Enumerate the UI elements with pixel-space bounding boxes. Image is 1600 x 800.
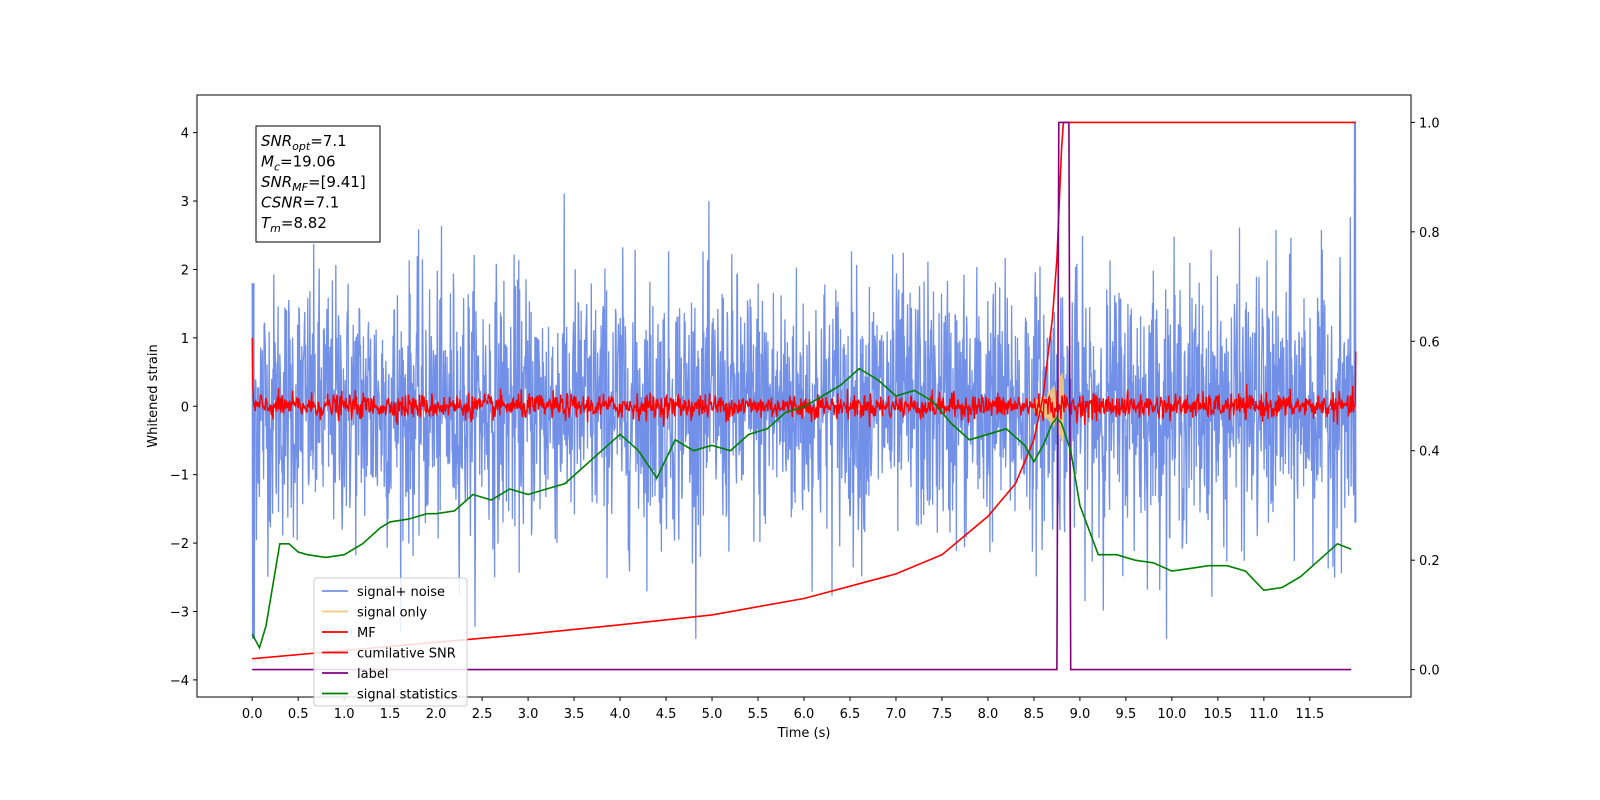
x-axis-ticks: 0.0 0.5 1.0 1.5 2.0 2.5 3.0 3.5 4.0 4.5 5.0 5.5 6.0 6… [242, 697, 1324, 722]
annotation-value: =7.1 [303, 194, 339, 212]
annotation-subscript: m [270, 222, 281, 235]
annotation-value: =8.82 [281, 214, 327, 232]
annotation-symbol: T [261, 214, 272, 232]
legend-frame [313, 577, 468, 707]
y-axis-label: Whitened strain [146, 344, 161, 447]
series-signal-statistics [251, 367, 1352, 650]
x-tick-label: 5.0 [702, 707, 723, 722]
x-axis-label: Time (s) [777, 726, 831, 741]
x-tick-label: 8.5 [1024, 707, 1045, 722]
legend-entry-label: signal only [357, 606, 427, 621]
annotation-symbol: M [261, 153, 274, 171]
x-tick-label: 6.5 [840, 707, 861, 722]
annotation-line: CSNR=7.1 [261, 194, 339, 212]
annotation-symbol: SNR [261, 173, 292, 191]
annotation-box: SNRopt=7.1Mc=19.06SNRMF=[9.41]CSNR=7.1Tm… [255, 125, 381, 243]
y-left-tick-label: 1 [181, 332, 189, 347]
annotation-line: SNRMF=[9.41] [261, 173, 366, 194]
legend-entry-label: label [357, 667, 388, 682]
series-signal-noise [251, 122, 1357, 639]
annotation-subscript: MF [292, 181, 308, 194]
legend: signal+ noise signal only MF cumilative SNR… [313, 577, 468, 707]
y-right-tick-label: 0.0 [1419, 664, 1440, 679]
y-left-tick-label: 0 [181, 400, 189, 415]
legend-entry-label: cumilative SNR [357, 647, 456, 662]
x-tick-label: 0.5 [288, 707, 309, 722]
series-layer [251, 121, 1357, 671]
x-tick-label: 4.5 [656, 707, 677, 722]
x-tick-label: 11.0 [1249, 707, 1278, 722]
y-axis-right-ticks: 0.0 0.2 0.4 0.6 0.8 1.0 [1411, 116, 1440, 679]
x-tick-label: 0.0 [242, 707, 263, 722]
annotation-line: SNRopt=7.1 [261, 132, 347, 153]
y-left-tick-label: 3 [181, 195, 189, 210]
x-tick-label: 8.0 [978, 707, 999, 722]
x-tick-label: 4.0 [610, 707, 631, 722]
y-left-tick-label: 2 [181, 263, 189, 278]
x-tick-label: 2.0 [426, 707, 447, 722]
x-tick-label: 1.0 [334, 707, 355, 722]
y-right-tick-label: 0.2 [1419, 554, 1440, 569]
annotation-value: =7.1 [310, 132, 346, 150]
y-right-tick-label: 1.0 [1419, 116, 1440, 131]
series-mf [251, 337, 1357, 428]
legend-entry-label: signal statistics [357, 688, 458, 703]
annotation-symbol: CSNR [261, 194, 303, 212]
x-tick-label: 10.0 [1157, 707, 1186, 722]
x-tick-label: 11.5 [1295, 707, 1324, 722]
y-axis-left-ticks: −4 −3 −2 −1 0 1 2 3 4 [170, 127, 197, 689]
annotation-line: Mc=19.06 [261, 153, 336, 174]
annotation-value: =[9.41] [308, 173, 366, 191]
annotation-symbol: SNR [261, 132, 292, 150]
x-tick-label: 7.5 [932, 707, 953, 722]
y-left-tick-label: −1 [170, 469, 189, 484]
y-left-tick-label: −3 [170, 605, 189, 620]
y-right-tick-label: 0.4 [1419, 445, 1440, 460]
x-tick-label: 2.5 [472, 707, 493, 722]
annotation-line: Tm=8.82 [261, 214, 327, 235]
y-left-tick-label: −2 [170, 537, 189, 552]
y-right-tick-label: 0.6 [1419, 335, 1440, 350]
y-right-tick-label: 0.8 [1419, 226, 1440, 241]
x-tick-label: 10.5 [1203, 707, 1232, 722]
x-tick-label: 9.0 [1070, 707, 1091, 722]
series-label [252, 121, 1352, 671]
y-left-tick-label: 4 [181, 127, 189, 142]
y-left-tick-label: −4 [170, 674, 189, 689]
annotation-frame [255, 125, 381, 243]
legend-entry-label: MF [357, 626, 376, 641]
x-tick-label: 9.5 [1116, 707, 1137, 722]
x-tick-label: 6.0 [794, 707, 815, 722]
x-tick-label: 3.0 [518, 707, 539, 722]
annotation-value: =19.06 [280, 153, 336, 171]
annotation-subscript: opt [292, 140, 311, 153]
x-tick-label: 5.5 [748, 707, 769, 722]
x-tick-label: 7.0 [886, 707, 907, 722]
series-cumulative-snr [252, 121, 1356, 660]
annotation-subscript: c [274, 161, 280, 174]
legend-entry-label: signal+ noise [357, 585, 445, 600]
x-tick-label: 1.5 [380, 707, 401, 722]
x-tick-label: 3.5 [564, 707, 585, 722]
